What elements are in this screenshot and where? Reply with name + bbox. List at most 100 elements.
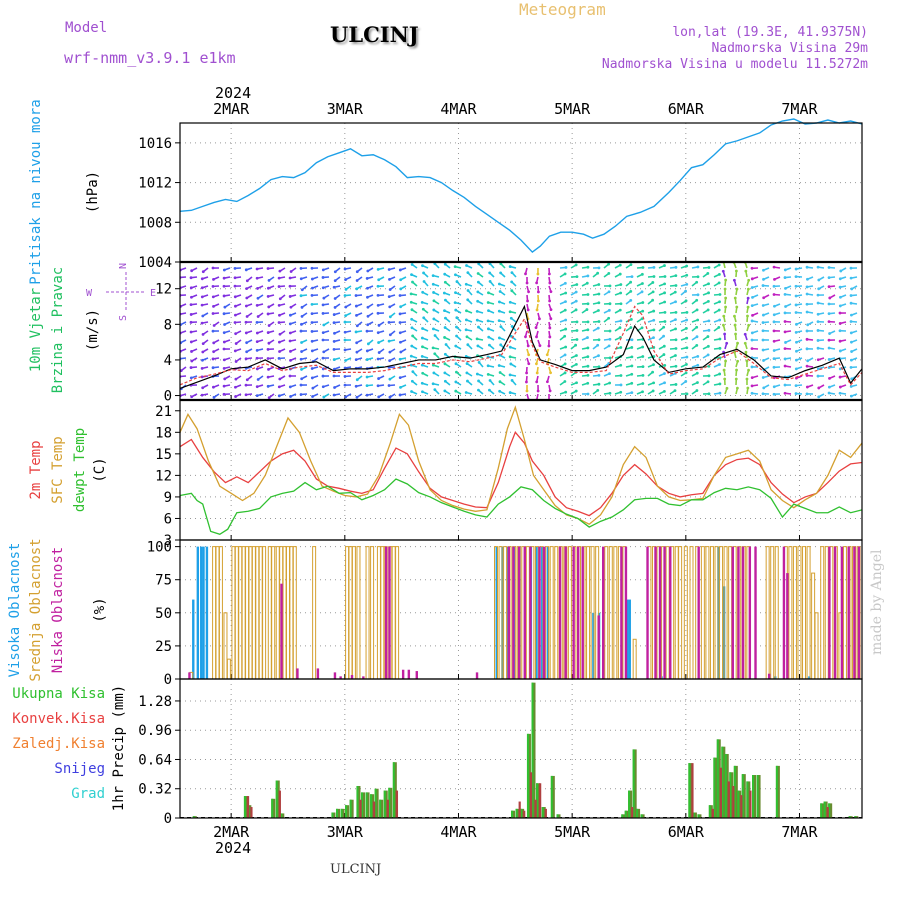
wind-arrow-head [827,346,831,350]
wind-arrow-head [233,266,237,270]
wind-arrow-head [288,276,292,280]
wind-arrow-head [487,291,490,295]
wind-arrow-head [508,355,512,359]
wind-arrow-head [838,391,842,395]
wind-arrow-head [783,391,787,395]
wind-arrow-head [376,268,380,271]
wind-arrow-head [245,378,249,382]
wind-arrow-head [794,267,798,271]
precip-total-bar-light [345,805,348,818]
precip-total-bar-light [632,749,635,818]
wind-arrow-head [794,358,798,362]
wind-arrow-head [388,288,392,291]
wind-arrow-head [498,353,502,357]
wind-arrow-head [850,377,854,381]
wind-arrow-head [255,340,259,344]
precip-total-bar-light [511,810,514,818]
wind-arrow-head [805,392,809,396]
wind-arrow-head [410,344,414,348]
cloud-low-bar [576,546,580,679]
wind-arrow-head [365,329,369,333]
cloud-mid-bar [774,546,779,680]
wind-arrow-head [762,296,766,300]
wind-arrow-head [750,319,754,323]
wind-arrow-head [233,349,237,353]
wind-arrow-head [783,268,787,272]
wind-arrow-head [663,282,667,286]
precip-total-bar-light [746,781,749,818]
wind-arrow-head [827,266,831,269]
wind-arrow-head [387,268,391,271]
legend-graupel: Grad [71,786,105,802]
wind-arrow-head [508,300,512,304]
wind-arrow-head [387,321,391,324]
wind-arrow-head [849,331,853,335]
wind-arrow-head [597,320,601,323]
wind-arrow-head [761,321,765,324]
precip-convective-bar [711,808,715,818]
wind-arrow-head [431,382,435,386]
y-tick-label: 12 [155,468,172,484]
wind-arrow-head [277,321,281,324]
precip-total-bar-light [335,808,338,818]
wind-arrow-head [454,389,458,393]
wind-arrow-head [629,263,633,267]
wind-arrow-head [772,265,776,269]
precip-total-bar-light [379,799,382,818]
wind-arrow-head [267,324,271,327]
wind-arrow-head [805,364,809,368]
wind-arrow-head [443,389,447,393]
wind-arrow-head [245,341,249,345]
precip-convective-bar [246,796,250,818]
wind-arrow-head [805,285,809,289]
cloud-mid-bar [376,546,381,680]
wind-arrow-head [630,338,634,342]
wind-arrow-head [388,315,392,319]
wind-arrow-head [200,295,204,299]
wind-arrow-head [619,363,623,367]
precip-total-bar-light [621,814,624,818]
wind-arrow-head [674,338,678,342]
wind-arrow-head [651,389,655,393]
wind-arrow-head [432,308,436,312]
wind-arrow-head [806,323,810,327]
wind-arrow-head [718,300,721,304]
wind-arrow-head [827,312,831,316]
wind-arrow-head [477,379,480,383]
wind-arrow-head [421,290,425,294]
elevation-label: Nadmorska Visina 29m [711,41,868,56]
wind-arrow-head [443,280,447,284]
y-tick-label: 0.96 [138,723,172,739]
wind-arrow-head [652,318,656,322]
wind-arrow-head [344,305,348,309]
wind-arrow-head [200,366,204,370]
cloud-mid-bar [275,546,280,680]
wind-arrow-head [464,282,468,286]
wind-arrow-head [366,286,369,290]
model-label: Model [65,20,108,36]
cloud-high-bar [592,612,595,679]
wind-arrow-head [222,284,226,288]
cloud-mid-bar [792,546,797,680]
wind-arrow-head [674,354,677,357]
wind-arrow-head [223,323,226,326]
wind-arrow-head [266,375,270,379]
wind-arrow-head [744,269,748,273]
wind-arrow-head [310,293,314,297]
wind-arrow-head [685,264,689,268]
wind-arrow-head [466,343,470,347]
cloud-low-bar [512,546,515,679]
wind-arrow-head [608,284,612,288]
wind-arrow-head [200,277,204,281]
wind-arrow-head [535,380,539,384]
wind-arrow-head [477,388,480,392]
wind-arrow-head [510,379,514,382]
cloud-mid-bar [567,546,572,680]
wind-arrow-head [488,388,491,392]
wind-arrow-head [355,324,359,328]
precip-total-bar-light [541,807,544,818]
wind-arrow-head [735,368,738,372]
wind-arrow-head [586,392,590,396]
wind-arrow-head [398,357,402,361]
wind-arrow-head [477,325,480,329]
